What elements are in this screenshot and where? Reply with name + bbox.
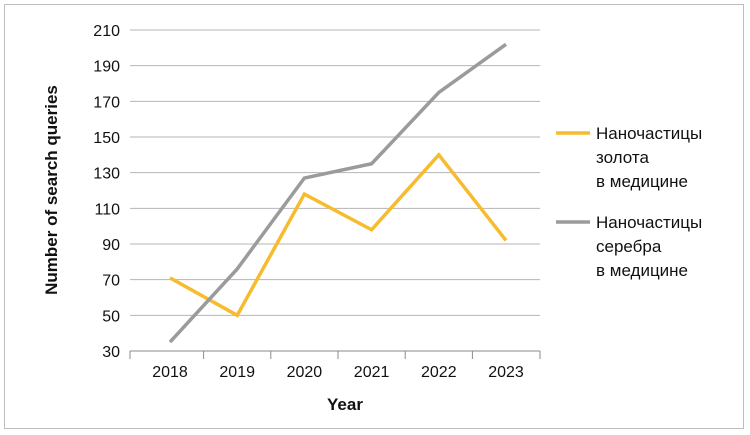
y-axis-title: Number of search queries: [42, 85, 61, 295]
series-line-1: [168, 42, 508, 344]
legend-label: золота: [596, 148, 649, 167]
y-tick-label: 170: [93, 94, 120, 111]
legend-label: в медицине: [596, 172, 688, 191]
legend: Наночастицы золота в медицине Наночастицы се…: [556, 124, 702, 280]
x-axis-ticks: 2018 2019 2020 2021 2022 2023: [129, 351, 541, 381]
series-lines: [168, 42, 508, 344]
series-line-0: [169, 152, 508, 318]
legend-label: Наночастицы: [596, 213, 702, 232]
x-tick-label: 2018: [152, 364, 188, 381]
y-tick-label: 70: [102, 273, 120, 290]
y-tick-label: 110: [94, 201, 120, 218]
x-tick-label: 2020: [287, 364, 323, 381]
x-axis-title: Year: [327, 395, 363, 414]
y-axis-ticks: 30 50 70 90 110 130 150 170 190 210: [93, 23, 120, 361]
y-tick-label: 210: [93, 23, 120, 40]
legend-label: в медицине: [596, 261, 688, 280]
y-tick-label: 50: [102, 308, 120, 325]
legend-label: Наночастицы: [596, 124, 702, 143]
x-tick-label: 2022: [421, 364, 457, 381]
x-tick-label: 2023: [488, 364, 524, 381]
x-tick-label: 2019: [219, 364, 255, 381]
y-tick-label: 150: [93, 130, 120, 147]
grid-lines: [130, 29, 540, 316]
y-tick-label: 30: [102, 344, 120, 361]
y-tick-label: 190: [93, 59, 120, 76]
x-tick-label: 2021: [354, 364, 390, 381]
y-tick-label: 90: [102, 237, 120, 254]
chart-frame: [4, 4, 744, 429]
legend-label: серебра: [596, 237, 662, 256]
y-tick-label: 130: [93, 166, 120, 183]
